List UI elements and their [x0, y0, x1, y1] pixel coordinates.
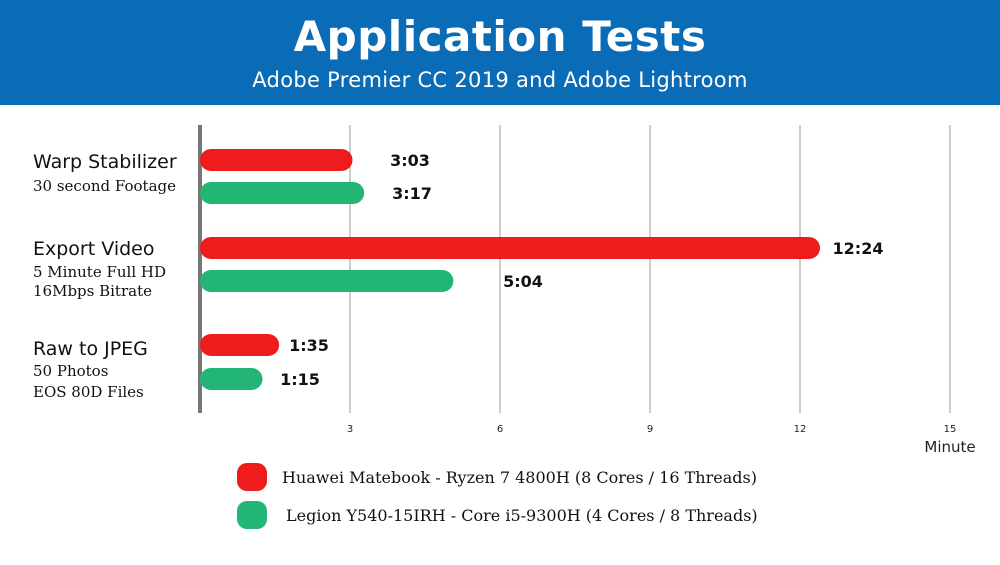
category-label-1: Export Video: [33, 238, 154, 260]
data-label-huawei-1: 12:24: [833, 239, 884, 258]
legend-label-legion: Legion Y540-15IRH - Core i5-9300H (4 Cor…: [286, 506, 758, 525]
bar-legion-1: [200, 270, 454, 292]
legend-label-huawei: Huawei Matebook - Ryzen 7 4800H (8 Cores…: [282, 468, 757, 487]
bar-huawei-1: [200, 237, 820, 259]
data-label-huawei-2: 1:35: [289, 336, 329, 355]
legend-swatch-huawei: [237, 463, 267, 491]
x-tick-label-6: 6: [497, 424, 503, 435]
category-sublabel-2-0: 50 Photos: [33, 362, 108, 380]
data-label-legion-2: 1:15: [280, 370, 320, 389]
chart-subtitle: Adobe Premier CC 2019 and Adobe Lightroo…: [252, 68, 748, 92]
category-sublabel-1-0: 5 Minute Full HD: [33, 263, 166, 281]
category-label-2: Raw to JPEG: [33, 338, 148, 360]
x-tick-label-9: 9: [647, 424, 653, 435]
bar-legion-0: [200, 182, 365, 204]
x-tick-label-12: 12: [794, 424, 807, 435]
data-label-huawei-0: 3:03: [390, 151, 430, 170]
bar-huawei-0: [200, 149, 353, 171]
data-label-legion-1: 5:04: [503, 272, 543, 291]
chart-title: Application Tests: [293, 12, 707, 61]
bar-legion-2: [200, 368, 263, 390]
legend-swatch-legion: [237, 501, 267, 529]
bar-huawei-2: [200, 334, 280, 356]
x-tick-label-3: 3: [347, 424, 353, 435]
x-tick-label-15: 15: [944, 424, 957, 435]
chart-header: Application Tests Adobe Premier CC 2019 …: [0, 0, 1000, 105]
data-label-legion-0: 3:17: [392, 184, 432, 203]
category-sublabel-0-0: 30 second Footage: [33, 177, 176, 195]
category-label-0: Warp Stabilizer: [33, 151, 177, 173]
category-sublabel-2-1: EOS 80D Files: [33, 383, 144, 401]
x-axis-label: Minute: [924, 438, 975, 456]
category-sublabel-1-1: 16Mbps Bitrate: [33, 282, 152, 300]
